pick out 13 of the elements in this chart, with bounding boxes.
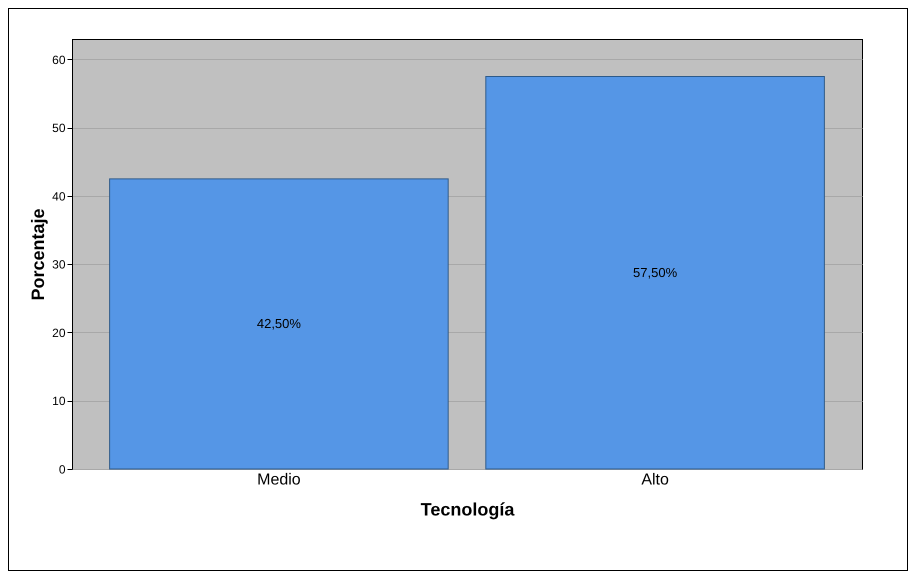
- y-tick-label: 0: [58, 462, 66, 476]
- y-axis-title: Porcentaje: [28, 208, 48, 301]
- y-tick-label: 60: [52, 52, 66, 67]
- y-tick-label: 40: [52, 189, 66, 204]
- x-tick-label: Alto: [641, 472, 669, 488]
- y-tick-label: 20: [52, 326, 66, 340]
- x-axis-title: Tecnología: [420, 500, 516, 520]
- y-tick-label: 10: [52, 394, 66, 408]
- y-tick-label: 50: [52, 121, 66, 136]
- data-label: 42,50%: [256, 316, 302, 331]
- y-tick-label: 30: [52, 258, 66, 272]
- x-tick-label: Medio: [257, 472, 301, 488]
- data-label: 57,50%: [633, 264, 678, 280]
